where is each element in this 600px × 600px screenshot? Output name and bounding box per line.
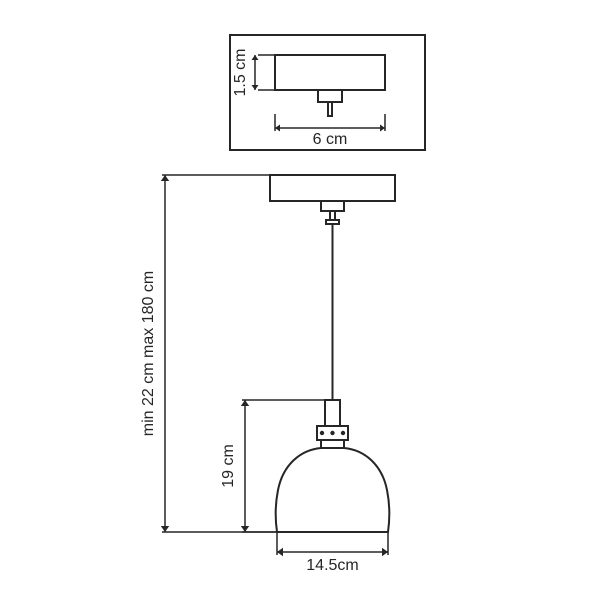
mount-base — [321, 201, 344, 211]
shade-neck — [321, 440, 344, 448]
arrowhead — [161, 175, 169, 181]
shade-height-label: 19 cm — [220, 444, 237, 488]
detail-base — [318, 90, 342, 102]
collar-dot — [341, 431, 345, 435]
arrowhead — [277, 548, 283, 556]
collar-dot — [320, 431, 324, 435]
ceiling-mount — [270, 175, 395, 201]
detail-width-label: 6 cm — [313, 131, 348, 148]
socket-barrel — [325, 400, 340, 426]
stem-cap — [326, 220, 339, 224]
mount-stem — [330, 211, 335, 220]
arrowhead — [161, 526, 169, 532]
detail-height-label: 1.5 cm — [232, 48, 249, 96]
lamp-shade — [276, 448, 390, 532]
arrowhead — [241, 526, 249, 532]
detail-mount — [275, 55, 385, 90]
total-height-label: min 22 cm max 180 cm — [140, 271, 157, 436]
collar-dot — [330, 431, 334, 435]
detail-stem — [328, 102, 332, 116]
arrowhead — [241, 400, 249, 406]
arrowhead — [382, 548, 388, 556]
shade-width-label: 14.5cm — [306, 557, 358, 574]
